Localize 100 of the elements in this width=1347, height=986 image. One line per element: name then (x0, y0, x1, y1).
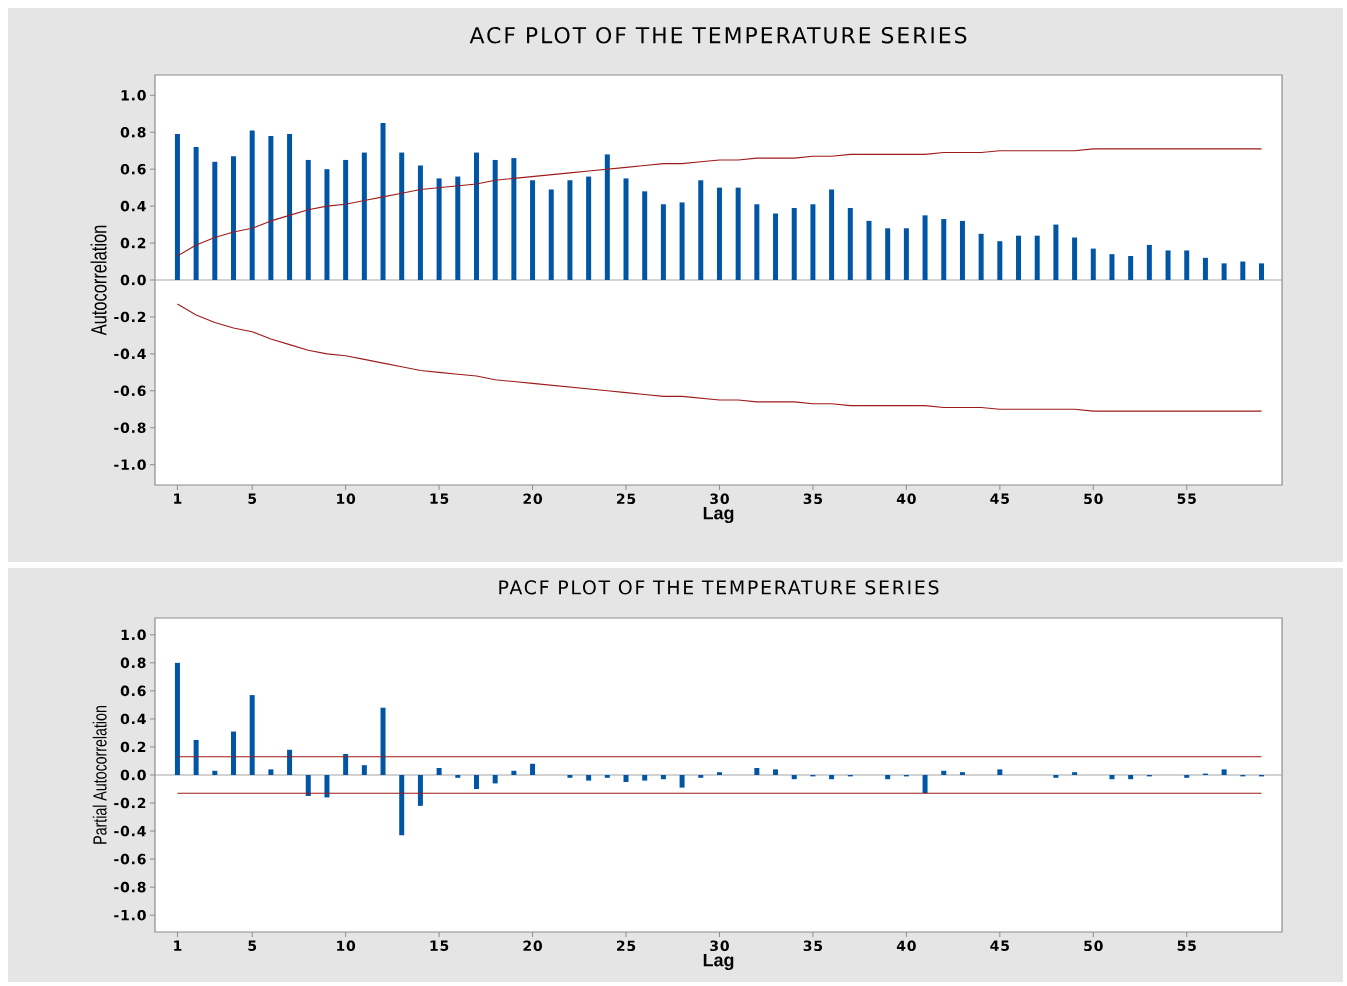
y-tick-label: 0.0 (120, 769, 146, 781)
bar (287, 134, 293, 280)
bar (361, 152, 367, 280)
x-tick-label: 45 (990, 940, 1009, 951)
bar (343, 753, 349, 775)
bar (941, 770, 947, 775)
bar (1221, 263, 1227, 280)
bar (810, 204, 816, 280)
bar (623, 178, 629, 280)
x-axis-title: Lag (703, 953, 734, 971)
bar (193, 739, 199, 775)
bar (847, 207, 853, 280)
y-tick-label: -0.4 (114, 348, 146, 360)
bar (866, 220, 872, 280)
y-tick-label: 0.8 (120, 657, 146, 669)
x-tick-label: 25 (617, 493, 636, 505)
bar (1034, 235, 1040, 280)
bar (1109, 254, 1115, 280)
bar (586, 775, 592, 781)
bar (1146, 244, 1152, 280)
bar (716, 772, 722, 775)
x-tick-label: 20 (523, 493, 543, 505)
bar (174, 134, 180, 280)
y-tick-label: 0.4 (120, 713, 146, 725)
x-tick-label: 25 (617, 940, 636, 952)
bar (1053, 224, 1059, 280)
bar (212, 770, 218, 775)
bar (735, 187, 741, 280)
bar (473, 775, 479, 790)
y-tick-label: 0.6 (120, 685, 146, 697)
x-tick-label: 5 (248, 493, 257, 504)
chart-title: ACF PLOT OF THE TEMPERATURE SERIES (469, 26, 967, 44)
bar (530, 763, 536, 775)
bar (174, 662, 180, 775)
bar (773, 769, 779, 775)
bar (417, 165, 423, 280)
y-tick-label: 0.2 (120, 237, 146, 249)
bar (679, 202, 685, 280)
bar (604, 775, 610, 778)
bar (231, 156, 236, 280)
bar (829, 775, 835, 780)
bar (660, 775, 666, 780)
bar (1202, 257, 1208, 280)
bar (1090, 248, 1096, 280)
bar (436, 767, 442, 775)
bar (268, 135, 274, 280)
bar (548, 189, 554, 280)
bar (773, 213, 779, 280)
bar (679, 775, 685, 788)
bar (791, 775, 797, 780)
y-tick-label: 0.0 (120, 274, 146, 286)
y-tick-label: -1.0 (114, 459, 146, 470)
bar (997, 241, 1003, 280)
bar (1128, 775, 1134, 780)
y-tick-label: 1.0 (121, 90, 146, 101)
bar (492, 775, 498, 784)
y-tick-label: -1.0 (114, 909, 146, 921)
bar (1072, 237, 1078, 280)
x-tick-label: 10 (337, 493, 356, 505)
bar (978, 233, 984, 280)
bar (268, 769, 274, 775)
bar (754, 204, 760, 280)
y-tick-label: -0.2 (114, 797, 146, 809)
bar (455, 775, 461, 778)
bar (623, 775, 629, 783)
bar (642, 775, 648, 781)
x-tick-label: 40 (896, 493, 916, 505)
bar (287, 749, 293, 775)
y-tick-label: 1.0 (121, 629, 146, 641)
x-tick-label: 40 (896, 940, 916, 952)
y-axis-title: Partial Autocorrelation (92, 706, 107, 844)
bar (1240, 261, 1246, 280)
bar (922, 775, 928, 794)
x-tick-label: 35 (803, 493, 823, 505)
bar (455, 176, 461, 280)
bar (997, 769, 1003, 775)
bar (1053, 775, 1059, 778)
bar (249, 130, 255, 280)
bar (567, 180, 573, 280)
bar (698, 180, 704, 280)
x-tick-label: 15 (430, 493, 449, 504)
bar (380, 707, 386, 775)
x-tick-label: 50 (1084, 493, 1103, 505)
bar (941, 219, 947, 280)
bar (399, 152, 405, 280)
y-tick-label: 0.8 (120, 126, 146, 138)
y-tick-label: 0.4 (120, 200, 146, 212)
y-tick-label: -0.2 (114, 311, 146, 323)
x-tick-label: 30 (710, 940, 729, 952)
y-tick-label: -0.6 (114, 385, 146, 397)
y-tick-label: -0.6 (114, 853, 146, 865)
y-tick-label: 0.2 (120, 741, 146, 753)
bar (716, 187, 722, 280)
bar (193, 147, 199, 280)
x-tick-label: 1 (174, 493, 182, 504)
bar (361, 765, 367, 775)
bar (959, 772, 965, 775)
bar (1184, 775, 1190, 778)
bar (1128, 255, 1134, 280)
bar (492, 159, 498, 280)
